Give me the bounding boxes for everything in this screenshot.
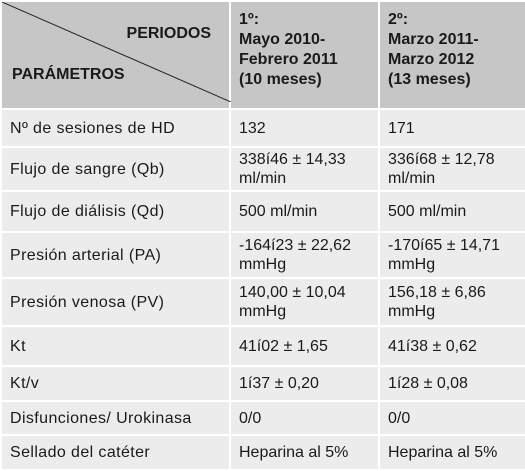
period-header: 1º: Mayo 2010- Febrero 2011 (10 meses) [229,0,380,110]
period-header-line: Marzo 2011- [388,31,479,48]
value-cell: 156,18 ± 6,86 mmHg [378,277,525,327]
period-header-line: 2º: [388,11,409,28]
period-header-line: (10 meses) [239,71,322,88]
value-cell: 0/0 [229,400,380,436]
periods-label: PERIODOS [126,25,211,42]
value-cell: 41í38 ± 0,62 [378,325,525,367]
value-cell: Heparina al 5% [229,434,380,471]
value-cell: 1í37 ± 0,20 [229,365,380,402]
value-cell: 500 ml/min [378,190,525,233]
table-row: Kt 41í02 ± 1,65 41í38 ± 0,62 [0,325,525,367]
parameter-cell: Nº de sesiones de HD [0,108,231,148]
period-header-line: (13 meses) [388,71,471,88]
table-row: Nº de sesiones de HD 132 171 [0,108,525,148]
parameter-cell: Flujo de sangre (Qb) [0,146,231,192]
diagonal-divider [2,2,231,102]
parameter-cell: Flujo de diálisis (Qd) [0,190,231,233]
value-cell: Heparina al 5% [378,434,525,471]
period-header-line: Marzo 2012 [388,51,475,68]
parameter-cell: Presión arterial (PA) [0,231,231,279]
period-header-line: Mayo 2010- [239,31,326,48]
value-cell: 500 ml/min [229,190,380,233]
table-row: Disfunciones/ Urokinasa 0/0 0/0 [0,400,525,436]
table-body: Nº de sesiones de HD 132 171 Flujo de sangr… [0,108,525,471]
header-row: PERIODOS PARÁMETROS 1º: Mayo 2010- Febrero… [0,0,525,110]
value-cell: 0/0 [378,400,525,436]
value-cell: 1í28 ± 0,08 [378,365,525,402]
value-cell: 132 [229,108,380,148]
parameter-cell: Kt/v [0,365,231,402]
parameter-cell: Kt [0,325,231,367]
value-cell: 41í02 ± 1,65 [229,325,380,367]
table-row: Sellado del catéter Heparina al 5% Heparin… [0,434,525,471]
params-label: PARÁMETROS [12,66,125,83]
table-row: Kt/v 1í37 ± 0,20 1í28 ± 0,08 [0,365,525,402]
table-row: Presión venosa (PV) 140,00 ± 10,04 mmHg 15… [0,277,525,327]
value-cell: 338í46 ± 14,33 ml/min [229,146,380,192]
parameter-cell: Disfunciones/ Urokinasa [0,400,231,436]
value-cell: 336í68 ± 12,78 ml/min [378,146,525,192]
split-header-cell: PERIODOS PARÁMETROS [0,0,231,110]
table-row: Presión arterial (PA) -164í23 ± 22,62 mmH… [0,231,525,279]
parameter-cell: Sellado del catéter [0,434,231,471]
parameter-cell: Presión venosa (PV) [0,277,231,327]
value-cell: -170í65 ± 14,71 mmHg [378,231,525,279]
value-cell: 140,00 ± 10,04 mmHg [229,277,380,327]
table-header: PERIODOS PARÁMETROS 1º: Mayo 2010- Febrero… [0,0,525,110]
period-header-line: 1º: [239,11,260,28]
period-header: 2º: Marzo 2011- Marzo 2012 (13 meses) [378,0,525,110]
table-row: Flujo de diálisis (Qd) 500 ml/min 500 ml/m… [0,190,525,233]
period-header-line: Febrero 2011 [239,51,338,68]
value-cell: 171 [378,108,525,148]
table-row: Flujo de sangre (Qb) 338í46 ± 14,33 ml/mi… [0,146,525,192]
value-cell: -164í23 ± 22,62 mmHg [229,231,380,279]
